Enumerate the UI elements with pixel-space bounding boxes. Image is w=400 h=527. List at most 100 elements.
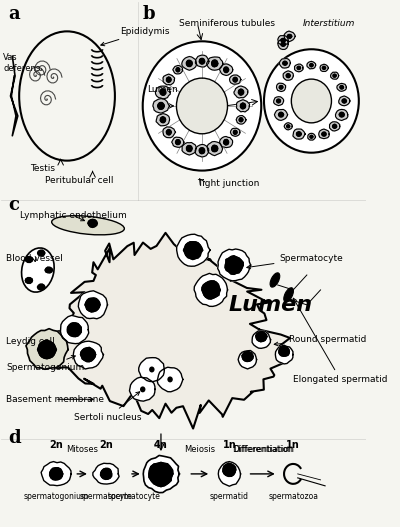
Polygon shape [39,233,291,428]
Polygon shape [233,77,238,82]
Polygon shape [238,350,256,369]
Text: 4n: 4n [154,440,168,450]
Text: Vas
deferens: Vas deferens [3,53,40,73]
Polygon shape [26,329,68,369]
Polygon shape [93,463,119,484]
Ellipse shape [52,216,124,235]
Text: Lumen: Lumen [228,295,312,315]
Polygon shape [319,129,329,139]
Polygon shape [339,112,344,117]
Circle shape [167,376,173,383]
Polygon shape [308,133,316,140]
Polygon shape [156,86,170,99]
Polygon shape [240,103,246,109]
Circle shape [264,49,359,153]
Polygon shape [236,100,250,112]
Text: Spermatogonium: Spermatogonium [6,356,84,372]
Polygon shape [297,66,300,70]
Polygon shape [239,118,243,122]
Polygon shape [339,96,350,106]
Polygon shape [41,462,71,486]
Polygon shape [293,129,305,139]
Text: Blood vessel: Blood vessel [6,253,63,262]
Text: Lumen: Lumen [147,84,178,93]
Polygon shape [283,61,287,65]
Text: 1n: 1n [222,440,236,450]
Polygon shape [45,267,52,273]
Polygon shape [336,110,348,121]
Polygon shape [163,127,175,138]
Polygon shape [279,85,283,89]
Polygon shape [252,331,270,348]
Circle shape [291,79,332,123]
Polygon shape [242,352,253,362]
Text: Differentiation: Differentiation [234,445,294,454]
Polygon shape [195,55,209,67]
Polygon shape [182,56,196,70]
Polygon shape [276,83,286,92]
Polygon shape [283,71,293,80]
Polygon shape [67,323,81,337]
Text: c: c [9,197,20,214]
Polygon shape [195,144,209,157]
Polygon shape [310,63,313,67]
Polygon shape [143,455,179,493]
Polygon shape [202,281,220,299]
Polygon shape [274,96,284,105]
Ellipse shape [284,288,294,302]
Polygon shape [287,125,290,128]
Circle shape [143,41,261,171]
Polygon shape [230,75,241,84]
Polygon shape [139,358,164,382]
Text: Elongated spermatid: Elongated spermatid [293,298,388,384]
Polygon shape [342,99,346,103]
Polygon shape [286,74,290,77]
Polygon shape [278,112,284,117]
Text: a: a [9,5,20,23]
Polygon shape [100,469,112,480]
Text: Mitoses: Mitoses [66,445,98,454]
Polygon shape [280,58,290,68]
Text: 4n: 4n [154,440,168,450]
Polygon shape [307,61,316,69]
Polygon shape [284,31,295,42]
Polygon shape [50,467,63,480]
Polygon shape [230,129,240,136]
Polygon shape [256,332,267,341]
Polygon shape [153,99,170,113]
Polygon shape [278,40,288,50]
Polygon shape [156,114,170,126]
Polygon shape [78,291,108,319]
Text: Basement membrane: Basement membrane [6,395,104,404]
Polygon shape [236,115,246,124]
Text: spermatozoa: spermatozoa [268,492,318,501]
Polygon shape [220,136,232,148]
Text: Meiosis: Meiosis [184,445,216,454]
Polygon shape [296,132,301,136]
Polygon shape [310,135,313,138]
Polygon shape [333,74,336,77]
Polygon shape [149,462,173,487]
Polygon shape [287,34,292,38]
Polygon shape [199,148,205,154]
Text: 1n: 1n [286,440,300,450]
Polygon shape [199,58,205,64]
Polygon shape [130,377,155,401]
Polygon shape [166,77,171,82]
Polygon shape [224,67,229,73]
Text: Epididymis: Epididymis [101,27,170,46]
Polygon shape [337,83,346,91]
Text: Sertoli nucleus: Sertoli nucleus [74,392,142,422]
Polygon shape [173,65,182,74]
Text: Round spermatid: Round spermatid [274,335,366,346]
Polygon shape [160,89,166,95]
Ellipse shape [270,273,280,287]
Polygon shape [177,234,210,266]
Text: Spermatocyte: Spermatocyte [247,253,343,269]
Polygon shape [184,242,203,260]
Text: spermatocyte: spermatocyte [80,492,133,501]
Polygon shape [80,347,96,362]
Text: Tight junction: Tight junction [198,179,260,188]
Text: 2n: 2n [99,440,113,450]
Polygon shape [281,42,285,46]
